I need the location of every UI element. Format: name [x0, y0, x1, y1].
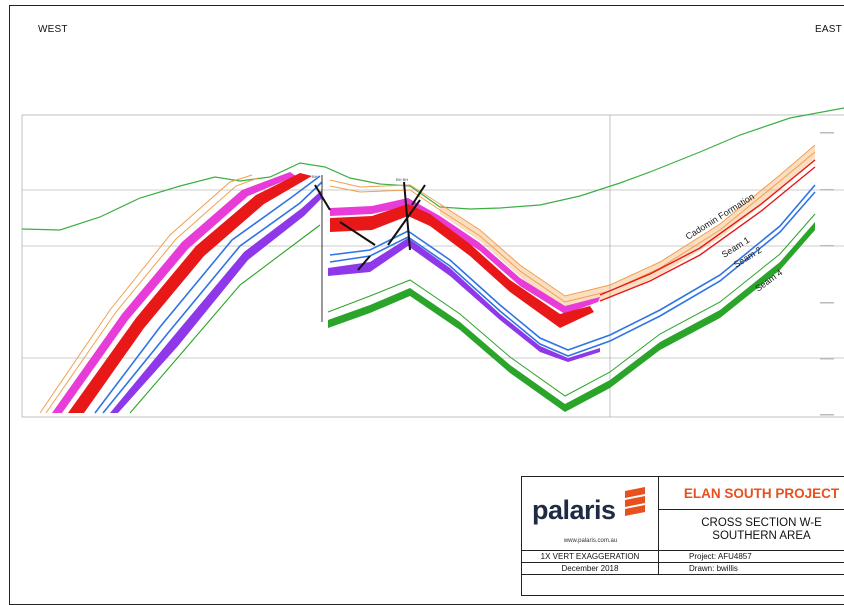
cadomin-formation — [39, 144, 816, 414]
seam-blue — [94, 175, 816, 414]
drawing-title-line2: SOUTHERN AREA — [712, 530, 811, 542]
seam-green — [129, 213, 816, 414]
seam-purple — [110, 190, 600, 413]
drawing-date: December 2018 — [522, 563, 659, 575]
company-logo: palaris www.palaris.com.au — [522, 477, 659, 551]
west-label: WEST — [38, 24, 68, 35]
company-website: www.palaris.com.au — [563, 538, 618, 544]
seam-red — [68, 159, 816, 413]
svg-text:BH BH: BH BH — [396, 177, 408, 182]
cadomin-band — [440, 145, 815, 310]
title-block: palaris www.palaris.com.au ELAN SOUTH PR… — [521, 476, 844, 596]
cross-section-diagram: BH BH BH Cadomin Formation Seam 1 Seam 2… — [21, 107, 844, 418]
vertical-exaggeration: 1X VERT EXAGGERATION — [522, 551, 659, 563]
topography-line — [21, 107, 844, 231]
svg-text:BH: BH — [312, 174, 318, 179]
east-label: EAST — [815, 24, 842, 35]
drawing-title: CROSS SECTION W-E SOUTHERN AREA — [659, 510, 844, 551]
logo-wordmark: palaris — [532, 495, 616, 525]
drawn-by: Drawn: bwillis — [659, 563, 844, 575]
project-code: Project: AFU4857 — [659, 551, 844, 563]
drawing-title-line1: CROSS SECTION W-E — [701, 517, 822, 529]
seam-magenta — [52, 172, 600, 413]
boreholes — [314, 181, 426, 271]
borehole-ids: BH BH BH — [312, 174, 408, 182]
logo-stack-icon — [625, 487, 645, 516]
project-name: ELAN SOUTH PROJECT — [659, 477, 844, 510]
